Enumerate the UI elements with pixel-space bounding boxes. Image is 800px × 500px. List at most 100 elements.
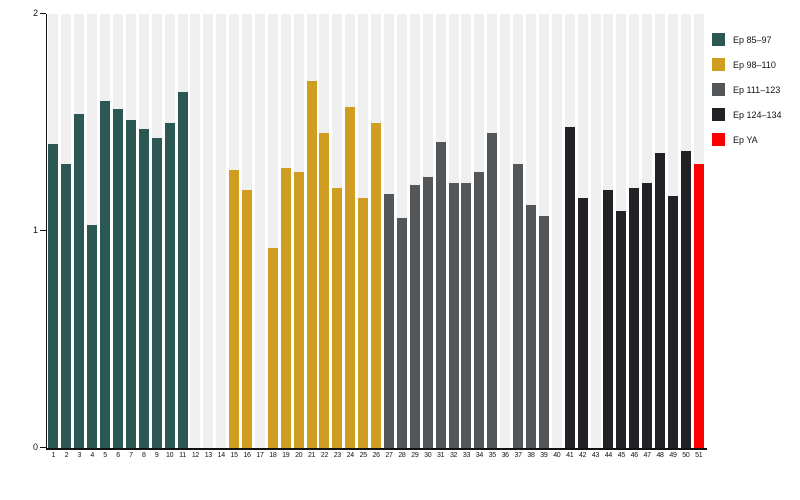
x-tick-label: 35: [488, 452, 496, 459]
bar-column-49: [667, 14, 680, 448]
y-tick-label: 0: [32, 442, 38, 452]
bar: [487, 133, 498, 448]
x-tick-label: 20: [295, 452, 303, 459]
legend-swatch: [712, 133, 725, 146]
bar-column-15: [228, 14, 241, 448]
bar-column-3: [73, 14, 86, 448]
bar-column-30: [421, 14, 434, 448]
x-tick-label: 17: [256, 452, 264, 459]
bar-column-45: [615, 14, 628, 448]
x-tick-label: 5: [103, 452, 107, 459]
bar-column-5: [99, 14, 112, 448]
x-axis-line: [45, 448, 707, 450]
bar: [435, 142, 446, 448]
x-tick-label: 10: [166, 452, 174, 459]
x-tick-label: 18: [269, 452, 277, 459]
x-tick-label: 41: [566, 452, 574, 459]
x-tick-label: 16: [243, 452, 251, 459]
x-tick-label: 36: [501, 452, 509, 459]
bar-column-11: [176, 14, 189, 448]
bar-column-1: [47, 14, 60, 448]
bar: [629, 187, 640, 448]
x-tick-label: 1: [51, 452, 56, 459]
bar-column-24: [344, 14, 357, 448]
bar: [177, 92, 188, 448]
y-tick-label: 1: [32, 225, 38, 235]
bar: [461, 183, 472, 448]
bar: [616, 211, 627, 448]
x-tick-label: 6: [116, 452, 120, 459]
bar: [680, 150, 691, 448]
bar: [409, 185, 420, 448]
bar: [358, 198, 369, 448]
x-tick-label: 13: [204, 452, 212, 459]
bar: [332, 187, 343, 448]
bar: [655, 152, 666, 448]
bar-column-41: [563, 14, 576, 448]
x-tick-label: 28: [398, 452, 406, 459]
bar: [293, 172, 304, 448]
bar-column-35: [486, 14, 499, 448]
legend-swatch: [712, 108, 725, 121]
x-tick-label: 22: [320, 452, 329, 459]
bar: [384, 194, 395, 448]
x-tick-label: 42: [579, 452, 587, 459]
x-tick-label: 51: [695, 452, 703, 459]
column-stripe: [254, 14, 265, 448]
bar-column-51: [692, 14, 705, 448]
y-tick: [40, 12, 46, 14]
bar-column-48: [654, 14, 667, 448]
bar-column-12: [189, 14, 202, 448]
bar-column-33: [460, 14, 473, 448]
x-tick-label: 46: [630, 452, 638, 459]
x-tick-label: 15: [230, 452, 238, 459]
bar-column-8: [137, 14, 150, 448]
x-tick-label: 40: [553, 452, 561, 459]
bar: [603, 189, 614, 448]
y-axis-line: [45, 14, 47, 450]
x-tick-label: 4: [90, 452, 94, 459]
legend-label: Ep YA: [733, 134, 758, 145]
x-tick-label: 30: [424, 452, 432, 459]
bar: [125, 120, 136, 448]
column-stripe: [551, 14, 562, 448]
column-stripe: [267, 14, 278, 448]
x-tick-label: 29: [411, 452, 419, 459]
x-tick-label: 39: [540, 452, 548, 459]
bar-column-40: [550, 14, 563, 448]
bar: [74, 113, 85, 448]
x-tick-label: 7: [129, 452, 133, 459]
legend-item: Ep 111–123: [712, 83, 782, 96]
bar: [564, 126, 575, 448]
bar-column-25: [357, 14, 370, 448]
bar-column-21: [305, 14, 318, 448]
legend-swatch: [712, 83, 725, 96]
x-tick-label: 19: [282, 452, 290, 459]
bar-column-37: [512, 14, 525, 448]
bar-column-36: [499, 14, 512, 448]
bar: [513, 163, 524, 448]
column-stripe: [216, 14, 227, 448]
bar-column-27: [383, 14, 396, 448]
bar-column-34: [473, 14, 486, 448]
bar: [448, 183, 459, 448]
bar-column-4: [86, 14, 99, 448]
bar-column-28: [395, 14, 408, 448]
bar: [525, 204, 536, 448]
bar: [112, 109, 123, 448]
bar-column-19: [279, 14, 292, 448]
bar: [642, 183, 653, 448]
y-tick: [40, 229, 46, 231]
bar-column-47: [641, 14, 654, 448]
bar-column-18: [266, 14, 279, 448]
bar: [422, 176, 433, 448]
x-tick-label: 23: [333, 452, 341, 459]
bar-column-31: [434, 14, 447, 448]
bar: [61, 163, 72, 448]
bar-column-23: [331, 14, 344, 448]
bar-column-10: [163, 14, 176, 448]
legend-label: Ep 111–123: [733, 84, 781, 95]
bar-column-29: [408, 14, 421, 448]
y-tick-label: 2: [32, 8, 38, 18]
x-tick-label: 33: [462, 452, 471, 459]
